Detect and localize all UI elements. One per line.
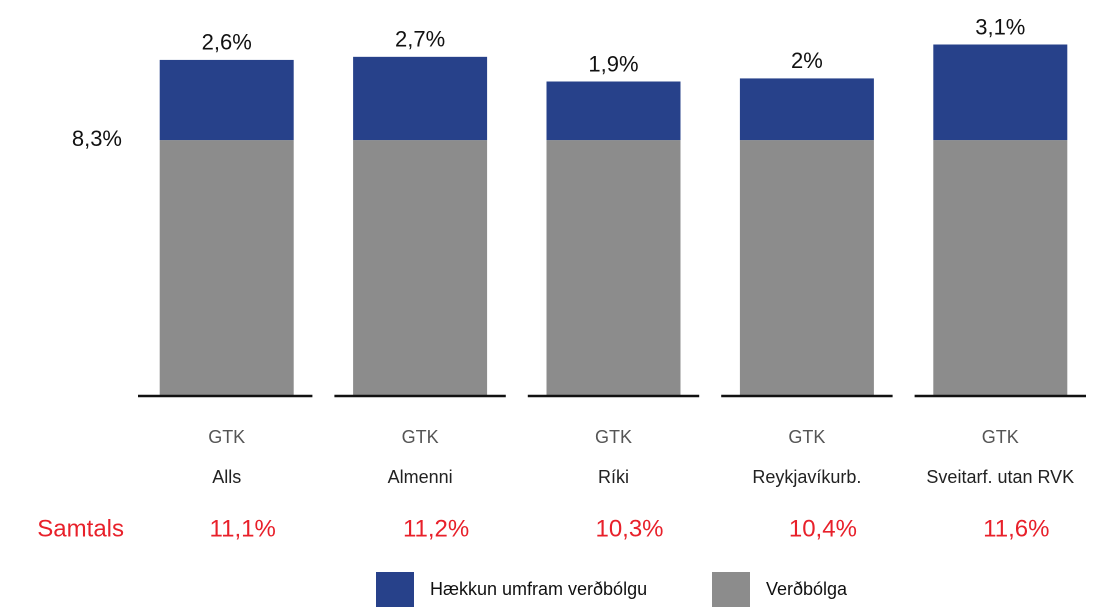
x-tick-label: Reykjavíkurb.: [752, 467, 861, 487]
total-label: 11,6%: [983, 515, 1049, 542]
x-tick-label: GTK: [595, 427, 632, 447]
bar-segment: [546, 81, 681, 141]
data-label: 2%: [791, 48, 823, 73]
bar-segment: [353, 56, 488, 141]
totals-title: Samtals: [37, 515, 124, 542]
bar-segment: [159, 140, 294, 396]
total-label: 11,1%: [210, 515, 276, 542]
x-tick-label: Almenni: [388, 467, 453, 487]
bar-segment: [739, 78, 874, 141]
total-label: 10,3%: [595, 515, 663, 542]
data-label: 3,1%: [975, 14, 1025, 39]
total-label: 10,4%: [789, 515, 857, 542]
legend-label: Hækkun umfram verðbólgu: [430, 579, 647, 599]
x-tick-label: Alls: [212, 467, 241, 487]
bar-segment: [353, 140, 488, 396]
x-tick-label: Ríki: [598, 467, 629, 487]
legend-swatch: [712, 572, 750, 607]
bar-segment: [933, 44, 1068, 141]
legend-swatch: [376, 572, 414, 607]
x-tick-label: GTK: [402, 427, 439, 447]
data-label: 8,3%: [72, 126, 122, 151]
x-tick-label: GTK: [982, 427, 1019, 447]
legend-label: Verðbólga: [766, 579, 848, 599]
bar-segment: [546, 140, 681, 396]
total-label: 11,2%: [403, 515, 469, 542]
bar-segment: [159, 59, 294, 141]
x-tick-label: GTK: [208, 427, 245, 447]
bar-segment: [739, 140, 874, 396]
x-tick-label: GTK: [788, 427, 825, 447]
x-tick-label: Sveitarf. utan RVK: [926, 467, 1074, 487]
data-label: 1,9%: [588, 51, 638, 76]
data-label: 2,7%: [395, 27, 445, 52]
bar-segment: [933, 140, 1068, 396]
data-label: 2,6%: [202, 30, 252, 55]
